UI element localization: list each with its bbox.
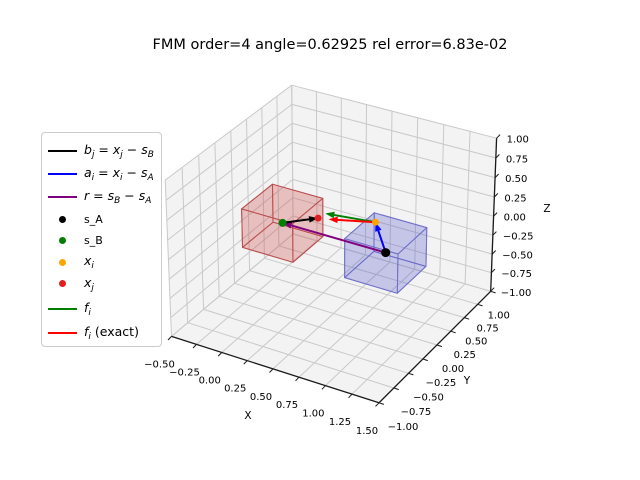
svg-text:0.50: 0.50 <box>505 174 527 185</box>
legend-item-x_j: xj <box>48 275 94 293</box>
svg-text:0.75: 0.75 <box>276 400 298 411</box>
svg-text:0.75: 0.75 <box>506 155 528 166</box>
legend-item-r: r = sB − sA <box>48 188 151 206</box>
legend-dot-swatch <box>48 280 77 287</box>
point-s_A <box>381 248 391 258</box>
point-x_i <box>372 218 379 226</box>
legend-label: s_B <box>84 234 103 247</box>
tick-marks-and-labels: −0.50−0.250.000.250.500.751.001.251.50 −1… <box>144 134 534 437</box>
legend-line-swatch <box>48 196 77 198</box>
svg-text:1.50: 1.50 <box>356 426 378 437</box>
svg-text:−0.25: −0.25 <box>169 367 200 378</box>
legend-label: fi <box>84 300 91 318</box>
svg-text:0.50: 0.50 <box>250 392 272 403</box>
svg-text:0.75: 0.75 <box>476 323 498 334</box>
box_A_blue <box>344 212 428 294</box>
svg-text:0.00: 0.00 <box>199 376 221 387</box>
x-axis-label: X <box>244 410 251 422</box>
legend-dot-swatch <box>48 215 77 223</box>
legend-line-swatch <box>48 150 77 152</box>
svg-text:1.00: 1.00 <box>507 135 529 146</box>
grid-lines <box>164 84 498 404</box>
legend: bj = xj − sB ai = xi − sA r = sB − sA s_A s_… <box>41 132 162 347</box>
svg-text:−0.25: −0.25 <box>503 232 534 243</box>
legend-item-b_j: bj = xj − sB <box>48 142 154 160</box>
legend-label: bj = xj − sB <box>84 142 154 160</box>
legend-label: s_A <box>84 212 103 226</box>
legend-label: xi <box>84 253 94 271</box>
svg-text:−1.00: −1.00 <box>501 288 532 299</box>
fmm-boxes <box>241 183 428 294</box>
legend-label: r = sB − sA <box>84 188 152 206</box>
vector-arrows <box>282 211 387 254</box>
axes-panes <box>165 85 497 403</box>
legend-dot-swatch <box>48 258 77 266</box>
point-x_j <box>314 214 322 222</box>
svg-text:−0.75: −0.75 <box>501 269 532 280</box>
legend-item-f_i: fi <box>48 300 91 318</box>
svg-text:1.00: 1.00 <box>302 409 324 420</box>
axis-spines <box>171 138 498 404</box>
legend-item-a_i: ai = xi − sA <box>48 165 154 183</box>
box_B_red <box>241 183 324 263</box>
y-axis-label: Y <box>463 375 471 387</box>
svg-text:−0.50: −0.50 <box>144 359 175 370</box>
z-axis-label: Z <box>543 203 550 215</box>
svg-text:0.25: 0.25 <box>224 384 246 395</box>
legend-item-x_i: xi <box>48 253 94 271</box>
svg-text:1.25: 1.25 <box>329 417 351 428</box>
legend-dot-swatch <box>48 237 77 244</box>
svg-text:−0.25: −0.25 <box>426 378 457 389</box>
legend-line-swatch <box>48 332 77 334</box>
point-s_B <box>278 218 287 227</box>
scatter-points <box>278 214 391 258</box>
legend-line-swatch <box>48 308 77 310</box>
svg-text:−1.00: −1.00 <box>388 422 419 433</box>
legend-item-s_B: s_B <box>48 232 103 250</box>
svg-text:−0.75: −0.75 <box>401 407 432 418</box>
legend-label: ai = xi − sA <box>84 165 154 183</box>
legend-label: fi (exact) <box>84 324 139 342</box>
svg-text:0.50: 0.50 <box>465 337 487 348</box>
svg-text:−0.50: −0.50 <box>502 251 533 262</box>
svg-text:1.00: 1.00 <box>488 310 510 321</box>
arrow-f_i_exact <box>328 216 376 224</box>
svg-text:0.00: 0.00 <box>504 213 526 224</box>
legend-label: xj <box>84 274 94 293</box>
svg-text:0.25: 0.25 <box>504 194 526 205</box>
legend-line-swatch <box>48 173 77 175</box>
svg-text:−0.50: −0.50 <box>413 392 444 403</box>
legend-item-f_i_exact: fi (exact) <box>48 324 139 342</box>
svg-text:0.00: 0.00 <box>442 364 464 375</box>
svg-text:0.25: 0.25 <box>454 350 476 361</box>
legend-item-s_A: s_A <box>48 210 103 228</box>
plot-title: FMM order=4 angle=0.62925 rel error=6.83… <box>153 37 508 53</box>
